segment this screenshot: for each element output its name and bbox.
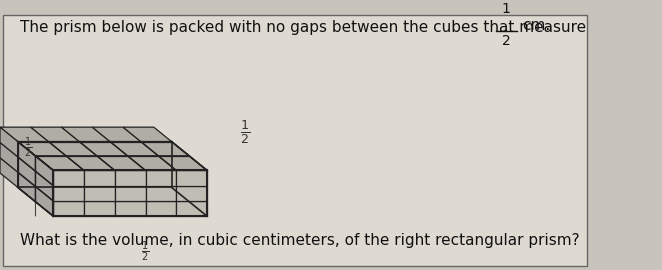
Polygon shape — [141, 141, 189, 156]
Polygon shape — [62, 127, 110, 141]
Text: The prism below is packed with no gaps between the cubes that measure: The prism below is packed with no gaps b… — [20, 20, 587, 35]
Text: $\mathit{\frac{1}{2}}$: $\mathit{\frac{1}{2}}$ — [240, 119, 250, 146]
Polygon shape — [0, 127, 48, 141]
Text: 1: 1 — [502, 2, 511, 16]
Polygon shape — [110, 141, 158, 156]
Polygon shape — [36, 171, 53, 201]
Text: 2: 2 — [502, 34, 510, 48]
Polygon shape — [30, 127, 79, 141]
Polygon shape — [92, 127, 141, 141]
Polygon shape — [0, 158, 18, 187]
Text: cm.: cm. — [522, 18, 550, 33]
Polygon shape — [53, 170, 84, 185]
Polygon shape — [146, 185, 176, 201]
Polygon shape — [79, 141, 128, 156]
Polygon shape — [97, 156, 146, 170]
Polygon shape — [176, 201, 207, 216]
Polygon shape — [53, 201, 84, 216]
Polygon shape — [18, 157, 36, 187]
Polygon shape — [84, 170, 115, 185]
Polygon shape — [115, 185, 146, 201]
Text: What is the volume, in cubic centimeters, of the right rectangular prism?: What is the volume, in cubic centimeters… — [20, 232, 580, 248]
Polygon shape — [53, 185, 84, 201]
Polygon shape — [0, 143, 18, 172]
Text: $\mathit{\frac{1}{2}}$: $\mathit{\frac{1}{2}}$ — [141, 240, 149, 264]
Polygon shape — [18, 141, 66, 156]
Polygon shape — [48, 141, 97, 156]
Polygon shape — [123, 127, 171, 141]
Polygon shape — [115, 201, 146, 216]
Polygon shape — [176, 185, 207, 201]
Polygon shape — [158, 156, 207, 170]
Polygon shape — [146, 170, 176, 185]
Polygon shape — [0, 127, 18, 157]
Polygon shape — [36, 187, 53, 216]
Polygon shape — [115, 170, 146, 185]
Polygon shape — [176, 170, 207, 185]
Polygon shape — [84, 185, 115, 201]
Polygon shape — [18, 141, 36, 171]
Polygon shape — [36, 156, 53, 185]
Polygon shape — [66, 156, 115, 170]
Polygon shape — [128, 156, 176, 170]
Polygon shape — [84, 201, 115, 216]
Polygon shape — [146, 201, 176, 216]
FancyBboxPatch shape — [3, 15, 587, 266]
Polygon shape — [36, 156, 84, 170]
Polygon shape — [18, 172, 36, 202]
Text: $\mathit{\frac{1}{2}}$: $\mathit{\frac{1}{2}}$ — [24, 136, 32, 160]
